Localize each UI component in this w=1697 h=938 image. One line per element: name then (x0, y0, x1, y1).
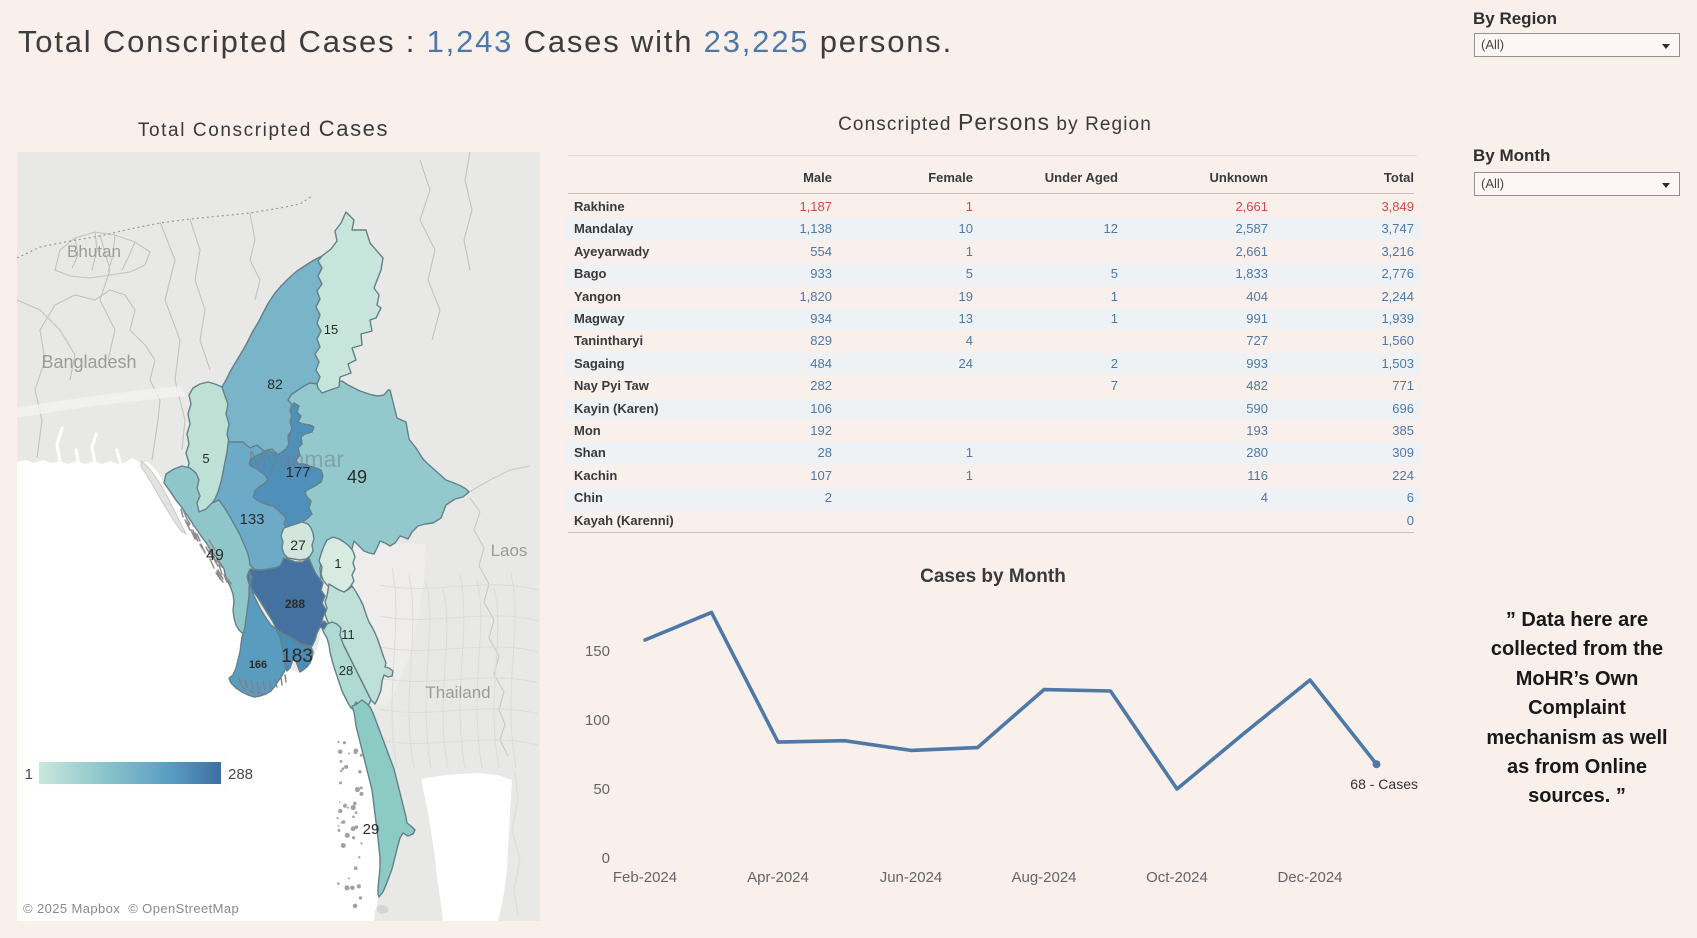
svg-text:Jun-2024: Jun-2024 (880, 869, 943, 886)
svg-text:183: 183 (281, 646, 313, 667)
svg-text:28: 28 (339, 663, 353, 678)
svg-text:150: 150 (585, 643, 610, 660)
svg-text:27: 27 (290, 537, 306, 553)
svg-text:Thailand: Thailand (425, 683, 490, 702)
svg-text:Laos: Laos (491, 541, 528, 560)
svg-text:288: 288 (285, 597, 305, 611)
svg-text:Apr-2024: Apr-2024 (747, 869, 809, 886)
svg-text:100: 100 (585, 712, 610, 729)
svg-text:29: 29 (363, 821, 380, 838)
svg-text:177: 177 (285, 464, 310, 481)
svg-text:133: 133 (239, 511, 264, 528)
svg-text:Dec-2024: Dec-2024 (1277, 869, 1342, 886)
svg-text:49: 49 (206, 547, 224, 564)
svg-text:Oct-2024: Oct-2024 (1146, 869, 1208, 886)
svg-text:Bangladesh: Bangladesh (41, 352, 136, 372)
svg-text:5: 5 (202, 451, 209, 466)
svg-text:Feb-2024: Feb-2024 (613, 869, 677, 886)
svg-text:166: 166 (249, 659, 267, 671)
svg-text:49: 49 (347, 467, 367, 487)
svg-text:Aug-2024: Aug-2024 (1011, 869, 1076, 886)
svg-text:Myanmar: Myanmar (248, 446, 344, 472)
svg-text:0: 0 (602, 850, 610, 867)
svg-text:1: 1 (25, 766, 33, 783)
svg-text:288: 288 (228, 766, 253, 783)
svg-text:1: 1 (334, 556, 341, 571)
svg-text:50: 50 (593, 781, 610, 798)
svg-text:68 - Cases: 68 - Cases (1350, 776, 1418, 792)
svg-text:15: 15 (324, 322, 338, 337)
svg-text:Bhutan: Bhutan (67, 242, 121, 261)
svg-text:82: 82 (267, 376, 283, 392)
svg-text:© 2025 Mapbox © OpenStreetMap: © 2025 Mapbox © OpenStreetMap (23, 901, 239, 916)
svg-text:11: 11 (341, 627, 355, 642)
